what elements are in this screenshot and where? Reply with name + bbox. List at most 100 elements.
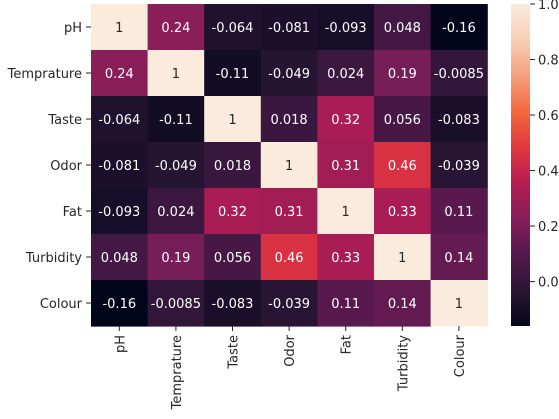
heatmap-cell-odor-odor	[260, 142, 318, 189]
cell-value-label: 0.018	[270, 113, 307, 128]
x-tick-label: Taste	[227, 335, 242, 370]
cell-value-label: 0.056	[384, 113, 421, 128]
cell-value-label: 0.018	[214, 159, 251, 174]
cell-value-label: 1	[228, 113, 236, 128]
heatmap-cell-temprature-fat	[317, 50, 375, 97]
y-tick-label: Fat	[63, 205, 82, 220]
cell-value-label: -0.064	[212, 21, 254, 36]
heatmap-cell-colour-turbidity	[374, 280, 432, 327]
x-tick-label: Turbidity	[396, 335, 411, 392]
cell-value-label: -0.039	[438, 159, 480, 174]
cell-value-label: 0.32	[218, 205, 247, 220]
y-tick-label: Turbidity	[25, 251, 82, 266]
cell-value-label: 0.11	[331, 297, 360, 312]
cell-value-label: 0.048	[384, 21, 421, 36]
heatmap-cell-colour-ph	[91, 280, 149, 327]
cell-value-label: 1	[398, 251, 406, 266]
cell-value-label: 0.024	[157, 205, 194, 220]
cell-value-label: 1	[455, 297, 463, 312]
cell-value-label: 1	[285, 159, 293, 174]
heatmap-cell-colour-taste	[204, 280, 262, 327]
cell-value-label: -0.093	[98, 205, 140, 220]
heatmap-cell-taste-taste	[204, 96, 262, 143]
heatmap-cell-fat-colour	[430, 188, 488, 235]
heatmap-cell-odor-ph	[91, 142, 149, 189]
x-tick-label: Fat	[340, 335, 355, 354]
heatmap-cell-ph-taste	[204, 4, 262, 51]
cell-value-label: -0.081	[268, 21, 310, 36]
heatmap-cell-ph-turbidity	[374, 4, 432, 51]
cell-value-label: -0.039	[268, 297, 310, 312]
x-tick-label: Temprature	[170, 335, 185, 410]
cell-value-label: 0.33	[331, 251, 360, 266]
colorbar-tick-label: 0.8	[538, 54, 559, 69]
cell-value-label: 0.024	[327, 67, 364, 82]
heatmap-cell-fat-turbidity	[374, 188, 432, 235]
colorbar-tick-label: 0.2	[538, 220, 559, 235]
cell-value-label: 0.11	[444, 205, 473, 220]
heatmap-cell-odor-turbidity	[374, 142, 432, 189]
heatmap-cell-ph-temprature	[147, 4, 205, 51]
cell-value-label: -0.11	[159, 113, 193, 128]
heatmap-cell-temprature-taste	[204, 50, 262, 97]
heatmap-cell-temprature-odor	[260, 50, 318, 97]
cell-value-label: -0.064	[98, 113, 140, 128]
cell-value-label: -0.081	[98, 159, 140, 174]
heatmap-cell-fat-fat	[317, 188, 375, 235]
heatmap-cell-temprature-colour	[430, 50, 488, 97]
cell-value-label: -0.16	[442, 21, 476, 36]
colorbar-tick-label: 0.6	[538, 109, 559, 124]
heatmap-cell-ph-colour	[430, 4, 488, 51]
cell-value-label: 0.46	[388, 159, 417, 174]
colorbar-tick-label: 0.4	[538, 165, 559, 180]
heatmap-cell-taste-odor	[260, 96, 318, 143]
heatmap-cell-colour-odor	[260, 280, 318, 327]
colorbar-tick-label: 0.0	[538, 276, 559, 291]
cell-value-label: 0.14	[388, 297, 417, 312]
cell-value-label: -0.16	[102, 297, 136, 312]
y-tick-label: Colour	[40, 297, 83, 312]
colorbar-tick-label: 1.0	[538, 0, 559, 13]
heatmap-cell-turbidity-odor	[260, 234, 318, 281]
cell-value-label: 1	[342, 205, 350, 220]
y-tick-label: Temprature	[7, 67, 82, 82]
cell-value-label: -0.049	[155, 159, 197, 174]
cell-value-label: -0.049	[268, 67, 310, 82]
heatmap-cell-taste-temprature	[147, 96, 205, 143]
cell-value-label: -0.093	[325, 21, 367, 36]
heatmap-cell-ph-fat	[317, 4, 375, 51]
heatmap-cell-colour-fat	[317, 280, 375, 327]
cell-value-label: 0.46	[275, 251, 304, 266]
heatmap-cell-colour-temprature	[147, 280, 205, 327]
cell-value-label: 0.19	[161, 251, 190, 266]
heatmap-cell-taste-ph	[91, 96, 149, 143]
cell-value-label: 0.14	[444, 251, 473, 266]
heatmap-cell-ph-ph	[91, 4, 149, 51]
heatmap-cell-turbidity-ph	[91, 234, 149, 281]
cell-value-label: -0.0085	[151, 297, 201, 312]
heatmap-cell-temprature-temprature	[147, 50, 205, 97]
cell-value-label: 0.31	[331, 159, 360, 174]
heatmap-cell-taste-colour	[430, 96, 488, 143]
heatmap-cell-temprature-turbidity	[374, 50, 432, 97]
heatmap-cell-turbidity-colour	[430, 234, 488, 281]
cell-value-label: 1	[115, 21, 123, 36]
heatmap-cell-ph-odor	[260, 4, 318, 51]
x-tick-label: Colour	[453, 334, 468, 377]
cell-value-label: 0.056	[214, 251, 251, 266]
x-tick-label: pH	[113, 335, 128, 353]
cell-value-label: 0.24	[105, 67, 134, 82]
heatmap-cell-taste-fat	[317, 96, 375, 143]
y-tick-label: Odor	[50, 159, 82, 174]
heatmap-cell-odor-colour	[430, 142, 488, 189]
cell-value-label: -0.11	[216, 67, 250, 82]
heatmap-cell-turbidity-fat	[317, 234, 375, 281]
cell-value-label: -0.0085	[434, 67, 484, 82]
heatmap-cell-colour-colour	[430, 280, 488, 327]
cell-value-label: 0.31	[275, 205, 304, 220]
y-tick-label: pH	[64, 21, 82, 36]
heatmap-cell-odor-taste	[204, 142, 262, 189]
heatmap-cell-fat-ph	[91, 188, 149, 235]
heatmap-cell-odor-temprature	[147, 142, 205, 189]
